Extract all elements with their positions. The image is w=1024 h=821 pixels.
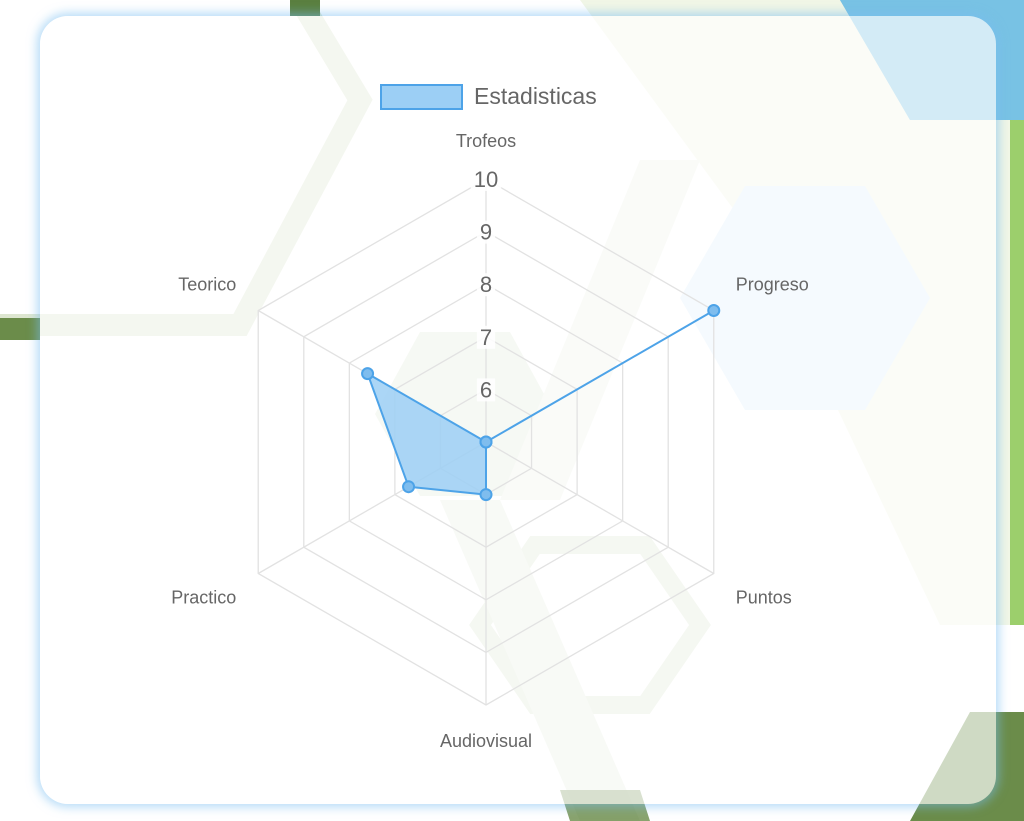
axis-label: Practico (171, 588, 236, 608)
tick-backdrop (476, 325, 496, 349)
grid-spoke (485, 441, 715, 575)
tick-label: 6 (480, 377, 492, 402)
tick-backdrop (476, 273, 496, 297)
tick-backdrop (470, 168, 502, 191)
legend[interactable]: Estadisticas (380, 83, 597, 110)
legend-swatch (380, 84, 463, 110)
legend-label: Estadisticas (474, 83, 597, 109)
axis-label: Teorico (178, 275, 236, 295)
tick-label: 8 (480, 272, 492, 297)
chart-card (40, 16, 996, 804)
tick-label: 7 (480, 325, 492, 350)
series-area (366, 309, 715, 496)
radar-axis-labels: Trofeos Progreso Puntos Audiovisual Practico… (171, 131, 809, 751)
tick-backdrop (476, 220, 496, 244)
axis-label: Audiovisual (440, 731, 532, 751)
radar-series (361, 304, 721, 502)
data-point[interactable] (479, 435, 493, 449)
data-point[interactable] (402, 480, 416, 494)
data-point[interactable] (479, 488, 493, 502)
axis-label: Progreso (736, 275, 809, 295)
axis-label: Puntos (736, 588, 792, 608)
data-point[interactable] (361, 367, 375, 381)
tick-backdrop (476, 378, 496, 402)
radar-ticks: 6 7 8 9 10 (470, 167, 502, 402)
data-point[interactable] (707, 304, 721, 317)
tick-label: 10 (474, 167, 498, 192)
axis-label: Trofeos (456, 131, 516, 151)
tick-label: 9 (480, 220, 492, 245)
